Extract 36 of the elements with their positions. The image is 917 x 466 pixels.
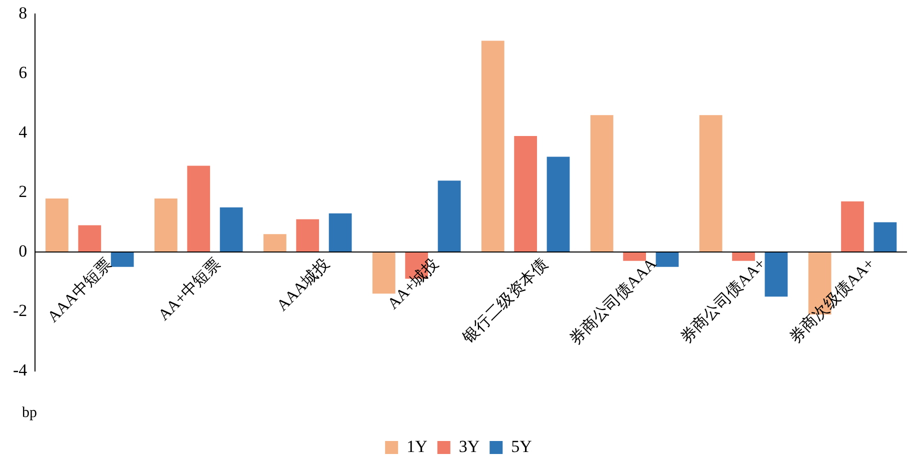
legend-label: 3Y bbox=[458, 436, 480, 456]
x-tick-label: 银行二级资本债 bbox=[458, 254, 552, 348]
bar bbox=[623, 252, 646, 261]
bar bbox=[78, 225, 102, 252]
legend-label: 5Y bbox=[511, 436, 532, 456]
y-tick-label: -2 bbox=[12, 300, 28, 320]
bar bbox=[546, 156, 570, 252]
bar bbox=[328, 213, 352, 252]
y-tick-label: 4 bbox=[18, 122, 28, 142]
y-tick-label: -4 bbox=[12, 360, 28, 380]
bar bbox=[263, 234, 286, 252]
y-tick-label: 0 bbox=[18, 241, 28, 260]
x-tick-label: AA+中短票 bbox=[154, 254, 224, 324]
x-tick-label: 券商次级债AA+ bbox=[786, 254, 878, 347]
bar bbox=[481, 40, 504, 252]
bar bbox=[514, 136, 538, 252]
bar bbox=[154, 198, 178, 252]
bar bbox=[764, 252, 788, 297]
bar bbox=[220, 207, 243, 252]
bar bbox=[438, 180, 461, 252]
y-axis-title: bp bbox=[22, 404, 37, 421]
bar bbox=[590, 115, 614, 252]
y-tick-label: 6 bbox=[18, 62, 28, 82]
bar bbox=[732, 252, 755, 261]
bar bbox=[110, 252, 134, 267]
bar bbox=[699, 115, 722, 252]
x-tick-label: 券商公司债AA+ bbox=[676, 254, 769, 347]
bar bbox=[187, 166, 210, 252]
legend-label: 1Y bbox=[406, 436, 428, 456]
y-tick-label: 8 bbox=[18, 3, 28, 22]
bar bbox=[656, 252, 679, 267]
y-tick-label: 2 bbox=[18, 182, 28, 201]
bar bbox=[296, 219, 320, 252]
bar bbox=[874, 222, 897, 252]
bar bbox=[841, 201, 864, 252]
bar bbox=[46, 198, 68, 252]
